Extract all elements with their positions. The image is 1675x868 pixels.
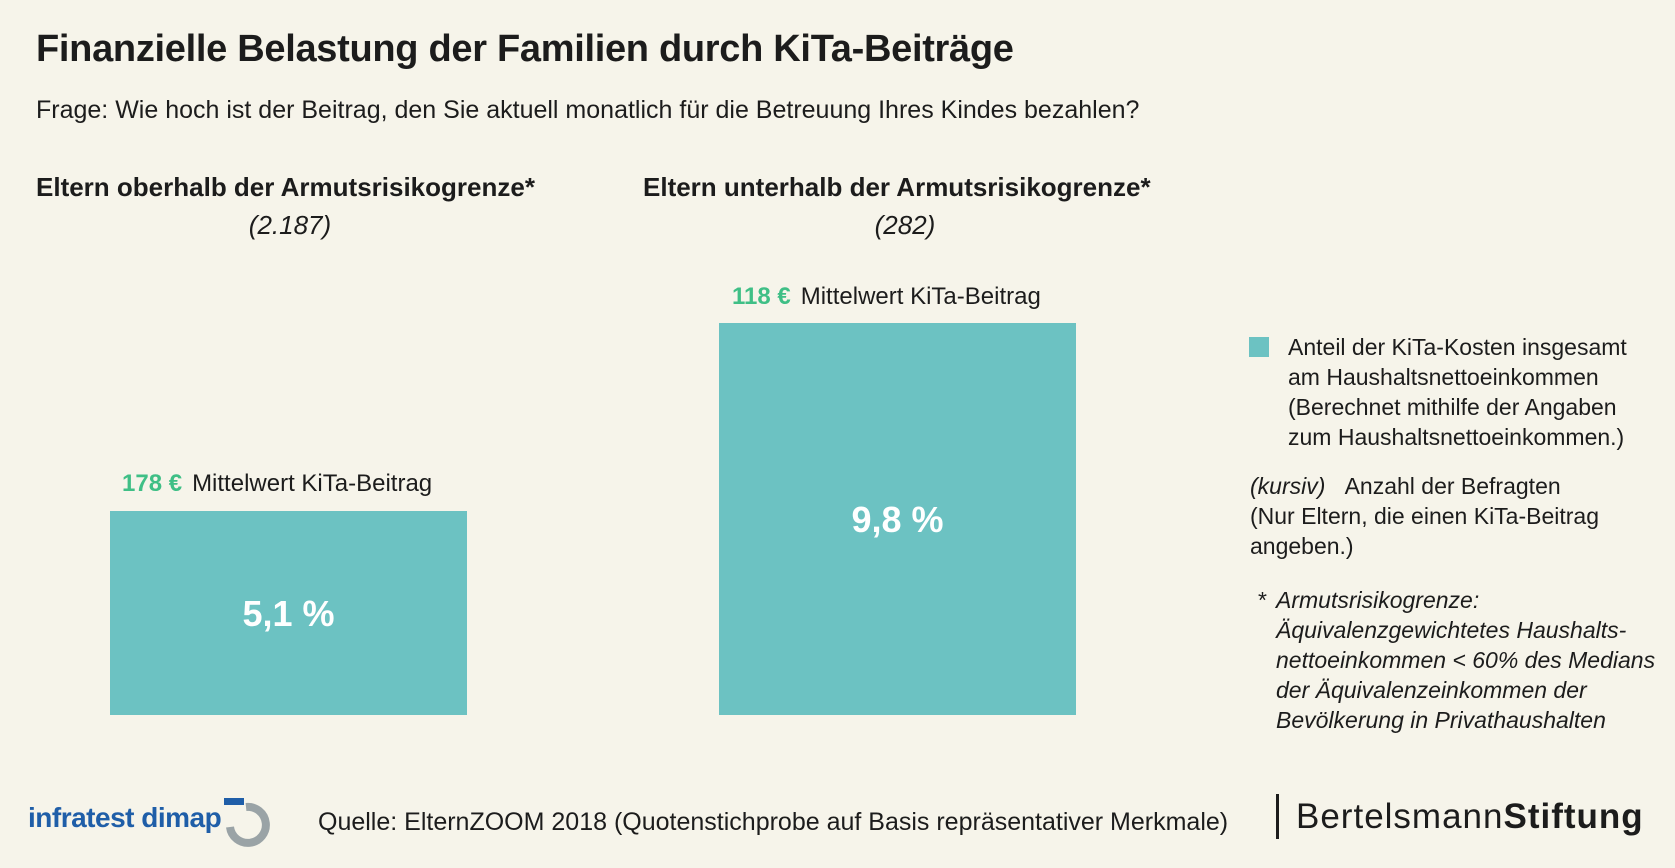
footnote-line: nettoeinkommen < 60% des Medians bbox=[1276, 647, 1656, 673]
logo-text-bold: Stiftung bbox=[1503, 797, 1644, 836]
mean-fee-below: 118 € Mittelwert KiTa-Beitrag bbox=[732, 283, 1041, 311]
sample-size-below: (282) bbox=[874, 210, 936, 240]
legend-share-line: am Haushaltsnettoeinkommen bbox=[1288, 364, 1599, 390]
legend-count: (kursiv) Anzahl der Befragten (Nur Elter… bbox=[1250, 471, 1670, 561]
mean-fee-value: 118 € bbox=[732, 283, 791, 310]
mean-fee-value: 178 € bbox=[122, 470, 183, 497]
mean-fee-above: 178 € Mittelwert KiTa-Beitrag bbox=[122, 470, 432, 498]
source-note: Quelle: ElternZOOM 2018 (Quotenstichprob… bbox=[318, 808, 1229, 836]
legend-count-line: angeben.) bbox=[1250, 533, 1354, 559]
chart-title: Finanzielle Belastung der Familien durch… bbox=[36, 28, 1014, 70]
bar-1 bbox=[719, 323, 1076, 715]
footnote-line: der Äquivalenzeinkommen der bbox=[1276, 677, 1587, 703]
footnote-star: * bbox=[1258, 587, 1267, 613]
footnote-line: Armutsrisikogrenze: bbox=[1276, 587, 1480, 613]
infratest-dimap-logo: infratest dimap bbox=[28, 802, 222, 833]
infratest-logo-icon bbox=[224, 798, 270, 847]
bar-value-label-1: 9,8 % bbox=[851, 499, 943, 540]
footnote-line: Äquivalenzgewichtetes Haushalts- bbox=[1276, 617, 1627, 643]
chart-subtitle: Frage: Wie hoch ist der Beitrag, den Sie… bbox=[36, 96, 1140, 124]
bar-value-label-0: 5,1 % bbox=[242, 593, 334, 634]
group-label-above: Eltern oberhalb der Armutsrisikogrenze* bbox=[36, 172, 535, 202]
bertelsmann-stiftung-logo: BertelsmannStiftung bbox=[1296, 797, 1644, 837]
sample-size-above: (2.187) bbox=[248, 210, 332, 240]
mean-fee-label: Mittelwert KiTa-Beitrag bbox=[192, 470, 433, 497]
legend-share-line: (Berechnet mithilfe der Angaben bbox=[1288, 394, 1617, 420]
legend-share-line: zum Haushaltsnettoeinkommen.) bbox=[1288, 424, 1625, 450]
legend-share: Anteil der KiTa-Kosten insgesamt am Haus… bbox=[1288, 332, 1668, 452]
legend-swatch bbox=[1249, 337, 1269, 357]
bar-0 bbox=[110, 511, 467, 715]
legend-kursiv-tag: (kursiv) bbox=[1250, 473, 1326, 499]
group-label-below: Eltern unterhalb der Armutsrisikogrenze* bbox=[643, 172, 1151, 202]
mean-fee-label: Mittelwert KiTa-Beitrag bbox=[800, 283, 1041, 310]
footer-divider bbox=[1276, 794, 1279, 839]
legend-count-label: Anzahl der Befragten bbox=[1344, 473, 1561, 499]
logo-text-light: Bertelsmann bbox=[1296, 797, 1504, 836]
footnote-line: Bevölkerung in Privathaushalten bbox=[1276, 707, 1606, 733]
footnote: Armutsrisikogrenze: Äquivalenzgewichtete… bbox=[1276, 585, 1666, 735]
legend-count-line: (Nur Eltern, die einen KiTa-Beitrag bbox=[1250, 503, 1599, 529]
legend-share-line: Anteil der KiTa-Kosten insgesamt bbox=[1288, 334, 1627, 360]
